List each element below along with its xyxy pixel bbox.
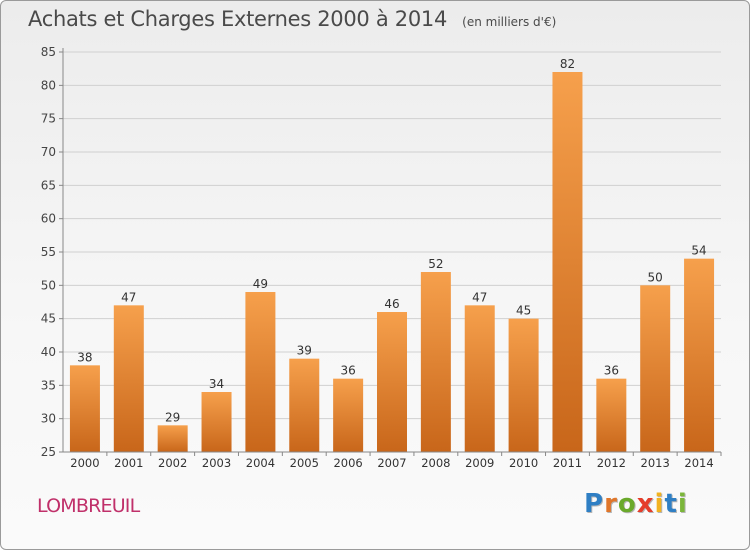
data-label-2004: 49 [253, 277, 268, 291]
data-label-2010: 45 [516, 304, 531, 318]
chart-title: Achats et Charges Externes 2000 à 2014 [28, 7, 448, 31]
y-tick-label: 45 [41, 312, 56, 326]
bar-2014[interactable] [684, 258, 715, 452]
y-tick-label: 30 [41, 412, 56, 426]
x-tick-label-2005: 2005 [290, 456, 319, 470]
bar-2012[interactable] [596, 378, 627, 452]
x-tick-label-2001: 2001 [114, 456, 143, 470]
title-block: Achats et Charges Externes 2000 à 2014 (… [28, 7, 556, 31]
x-tick-label-2013: 2013 [641, 456, 670, 470]
y-tick-label: 40 [41, 345, 56, 359]
data-label-2009: 47 [472, 290, 487, 304]
bar-2003[interactable] [201, 392, 232, 452]
chart-subtitle: (en milliers d'€) [462, 15, 557, 29]
logo-letter: r [604, 489, 618, 519]
y-tick-label: 35 [41, 378, 56, 392]
y-tick-label: 80 [41, 78, 56, 92]
logo-letter: i [677, 489, 688, 519]
bar-2008[interactable] [420, 272, 451, 452]
data-label-2001: 47 [121, 290, 136, 304]
data-label-2006: 36 [340, 364, 355, 378]
bar-2004[interactable] [245, 292, 276, 452]
x-tick-label-2008: 2008 [421, 456, 450, 470]
x-tick-label-2006: 2006 [333, 456, 362, 470]
logo-letter: x [636, 489, 655, 519]
logo-letter: t [664, 489, 678, 519]
bar-2000[interactable] [69, 365, 100, 452]
y-tick-label: 70 [41, 145, 56, 159]
x-tick-label-2007: 2007 [377, 456, 406, 470]
data-label-2013: 50 [648, 270, 663, 284]
bar-2001[interactable] [113, 305, 144, 452]
x-tick-label-2009: 2009 [465, 456, 494, 470]
data-label-2005: 39 [297, 344, 312, 358]
bar-2009[interactable] [464, 305, 495, 452]
bar-2010[interactable] [508, 318, 539, 452]
bar-2006[interactable] [333, 378, 364, 452]
x-tick-label-2004: 2004 [246, 456, 275, 470]
y-tick-label: 75 [41, 112, 56, 126]
proxiti-logo[interactable]: Proxiti [584, 489, 688, 519]
logo-letter: o [617, 489, 637, 519]
y-tick-label: 55 [41, 245, 56, 259]
data-label-2007: 46 [384, 297, 399, 311]
x-tick-label-2010: 2010 [509, 456, 538, 470]
y-tick-label: 25 [41, 445, 56, 459]
bars: 38 47 29 34 49 39 36 46 52 47 45 82 36 50 54 [69, 57, 715, 452]
logo-letter: P [584, 489, 605, 519]
data-label-2000: 38 [77, 350, 92, 364]
data-label-2002: 29 [165, 410, 180, 424]
data-label-2011: 82 [560, 57, 575, 71]
x-tick-label-2012: 2012 [597, 456, 626, 470]
y-tick-label: 65 [41, 178, 56, 192]
x-tick-label-2014: 2014 [684, 456, 713, 470]
y-tick-label: 50 [41, 278, 56, 292]
bar-2007[interactable] [377, 312, 407, 452]
axes: 25 30 35 40 45 50 55 60 65 70 75 80 85 2000 2001 2002 20… [41, 45, 722, 470]
bar-2005[interactable] [289, 358, 320, 452]
x-tick-label-2000: 2000 [70, 456, 99, 470]
x-tick-label-2011: 2011 [553, 456, 582, 470]
logo-letter: i [654, 489, 665, 519]
y-tick-label: 85 [41, 45, 56, 59]
bar-2002[interactable] [157, 425, 188, 452]
bar-2011[interactable] [552, 72, 583, 452]
data-label-2012: 36 [604, 364, 619, 378]
x-tick-label-2002: 2002 [158, 456, 187, 470]
commune-name: LOMBREUIL [37, 495, 140, 517]
data-label-2008: 52 [428, 257, 443, 271]
data-label-2003: 34 [209, 377, 224, 391]
x-tick-label-2003: 2003 [202, 456, 231, 470]
y-tick-label: 60 [41, 212, 56, 226]
bar-2013[interactable] [640, 285, 671, 452]
data-label-2014: 54 [691, 244, 706, 258]
